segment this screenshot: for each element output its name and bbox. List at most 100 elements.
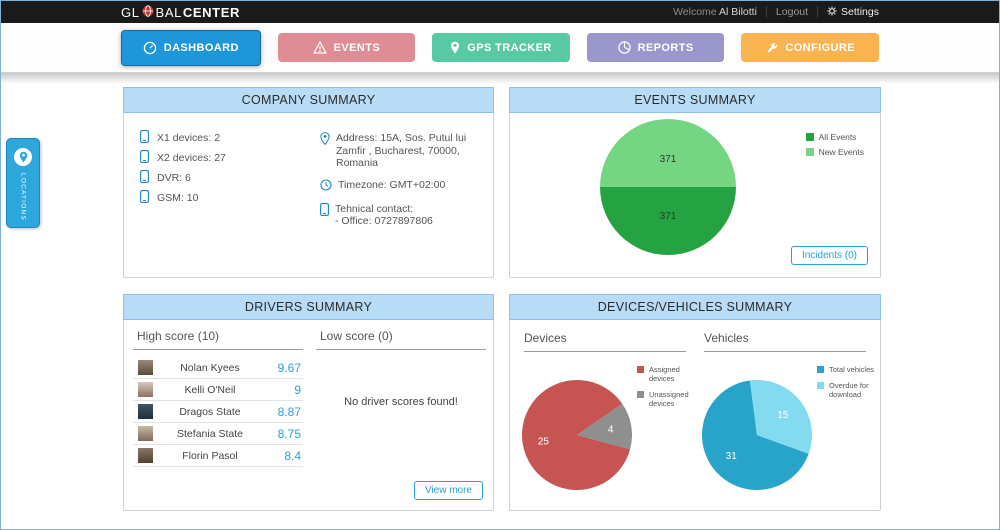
list-item: X1 devices: 2 bbox=[140, 128, 226, 148]
driver-score: 9 bbox=[294, 382, 301, 397]
table-row: Nolan Kyees 9.67 bbox=[133, 357, 303, 379]
legend-swatch bbox=[637, 391, 644, 398]
pie-slice bbox=[600, 187, 736, 255]
topbar-divider bbox=[765, 6, 767, 18]
topbar: GL BAL CENTER Welcome Al Bilotti Log bbox=[1, 1, 999, 23]
high-score-column: High score (10) Nolan Kyees 9.67 Kelli O… bbox=[133, 329, 303, 467]
welcome-text: Welcome Al Bilotti bbox=[673, 6, 757, 18]
incidents-button[interactable]: Incidents (0) bbox=[790, 246, 868, 265]
avatar bbox=[138, 426, 153, 441]
list-item: DVR: 6 bbox=[140, 168, 226, 188]
main-navigation: DASHBOARD EVENTS bbox=[1, 23, 999, 73]
table-row: Stefania State 8.75 bbox=[133, 423, 303, 445]
company-summary-panel: COMPANY SUMMARY X1 devices: 2 X2 devices… bbox=[123, 87, 494, 278]
avatar bbox=[138, 448, 153, 463]
globe-icon bbox=[141, 4, 155, 20]
legend-swatch bbox=[805, 133, 814, 141]
legend-item: Overdue for download bbox=[817, 381, 877, 399]
legend-item: New Events bbox=[805, 147, 864, 157]
logout-link[interactable]: Logout bbox=[775, 6, 809, 18]
avatar bbox=[138, 382, 153, 397]
avatar bbox=[138, 404, 153, 419]
pie-slice-value: 15 bbox=[777, 410, 789, 421]
pin-icon bbox=[450, 41, 460, 54]
locations-label: LOCATIONS bbox=[19, 173, 27, 221]
legend-swatch bbox=[817, 382, 824, 389]
events-legend: All Events New Events bbox=[805, 132, 864, 157]
legend-item: Unassigned devices bbox=[637, 390, 697, 408]
devices-legend: Assigned devices Unassigned devices bbox=[637, 365, 697, 408]
username: Al Bilotti bbox=[718, 6, 757, 18]
driver-score: 8.87 bbox=[277, 404, 301, 419]
nav-shadow bbox=[1, 73, 999, 84]
timezone-row: Timezone: GMT+02:00 bbox=[320, 179, 488, 194]
tab-dashboard[interactable]: DASHBOARD bbox=[121, 29, 261, 66]
events-pie-chart: 371 371 bbox=[600, 119, 736, 255]
phone-icon bbox=[320, 202, 329, 228]
company-summary-title: COMPANY SUMMARY bbox=[123, 87, 494, 113]
legend-item: Total vehicles bbox=[817, 365, 877, 374]
clock-icon bbox=[320, 178, 332, 194]
tab-configure[interactable]: CONFIGURE bbox=[741, 33, 879, 62]
tab-events[interactable]: EVENTS bbox=[277, 33, 416, 62]
contact-text: Tehnical contact: - Office: 0727897806 bbox=[335, 202, 433, 228]
table-row: Dragos State 8.87 bbox=[133, 401, 303, 423]
locations-side-tab[interactable]: LOCATIONS bbox=[6, 138, 40, 228]
pie-slice-value: 371 bbox=[660, 154, 677, 165]
contact-row: Tehnical contact: - Office: 0727897806 bbox=[320, 203, 488, 228]
pie-slice bbox=[749, 380, 812, 454]
pie-slice-value: 4 bbox=[608, 425, 614, 436]
topbar-divider bbox=[817, 6, 819, 18]
pie-slice-value: 31 bbox=[726, 451, 738, 462]
vehicles-header: Vehicles bbox=[704, 331, 866, 352]
low-score-column: Low score (0) No driver scores found! bbox=[316, 329, 486, 408]
pie-slice bbox=[600, 119, 736, 187]
company-info: Address: 15A, Sos. Putul lui Zamfir , Bu… bbox=[320, 132, 488, 228]
view-more-button[interactable]: View more bbox=[413, 481, 483, 500]
legend-swatch bbox=[805, 148, 814, 156]
legend-item: Assigned devices bbox=[637, 365, 697, 383]
tab-gps-tracker[interactable]: GPS TRACKER bbox=[432, 33, 570, 62]
pie-slice bbox=[702, 380, 809, 490]
devices-vehicles-summary-panel: DEVICES/VEHICLES SUMMARY Devices Vehicle… bbox=[509, 294, 881, 511]
driver-score: 9.67 bbox=[277, 360, 301, 375]
timezone-text: Timezone: GMT+02:00 bbox=[338, 178, 446, 191]
drivers-summary-title: DRIVERS SUMMARY bbox=[123, 294, 494, 320]
logo-text-suffix: CENTER bbox=[182, 4, 240, 20]
low-score-header: Low score (0) bbox=[316, 329, 486, 350]
avatar bbox=[138, 360, 153, 375]
pie-chart-icon bbox=[617, 41, 631, 54]
logo-text-prefix: GL bbox=[121, 4, 140, 20]
gear-icon bbox=[827, 5, 837, 19]
events-summary-panel: EVENTS SUMMARY All Events New Events 371… bbox=[509, 87, 881, 278]
warning-icon bbox=[312, 41, 327, 54]
pin-icon bbox=[320, 132, 330, 170]
high-score-header: High score (10) bbox=[133, 329, 303, 350]
driver-score: 8.75 bbox=[277, 426, 301, 441]
legend-item: All Events bbox=[805, 132, 864, 142]
mobile-device-icon bbox=[140, 150, 149, 166]
table-row: Kelli O'Neil 9 bbox=[133, 379, 303, 401]
pie-slice-value: 25 bbox=[538, 436, 550, 447]
company-device-list: X1 devices: 2 X2 devices: 27 DVR: 6 GSM:… bbox=[140, 128, 226, 208]
mobile-device-icon bbox=[140, 170, 149, 186]
pie-slice bbox=[577, 403, 632, 450]
list-item: GSM: 10 bbox=[140, 188, 226, 208]
driver-score: 8.4 bbox=[284, 448, 301, 463]
address-row: Address: 15A, Sos. Putul lui Zamfir , Bu… bbox=[320, 132, 488, 170]
list-item: X2 devices: 27 bbox=[140, 148, 226, 168]
settings-link[interactable]: Settings bbox=[827, 5, 879, 19]
address-text: Address: 15A, Sos. Putul lui Zamfir , Bu… bbox=[336, 132, 467, 169]
location-pin-icon bbox=[14, 148, 32, 166]
high-score-list: Nolan Kyees 9.67 Kelli O'Neil 9 Dragos S… bbox=[133, 357, 303, 467]
no-scores-message: No driver scores found! bbox=[344, 396, 458, 408]
legend-swatch bbox=[817, 366, 824, 373]
mobile-device-icon bbox=[140, 130, 149, 146]
events-summary-title: EVENTS SUMMARY bbox=[509, 87, 881, 113]
app-logo: GL BAL CENTER bbox=[121, 5, 240, 20]
vehicles-legend: Total vehicles Overdue for download bbox=[817, 365, 877, 399]
devices-vehicles-title: DEVICES/VEHICLES SUMMARY bbox=[509, 294, 881, 320]
tab-reports[interactable]: REPORTS bbox=[586, 33, 725, 62]
legend-swatch bbox=[637, 366, 644, 373]
